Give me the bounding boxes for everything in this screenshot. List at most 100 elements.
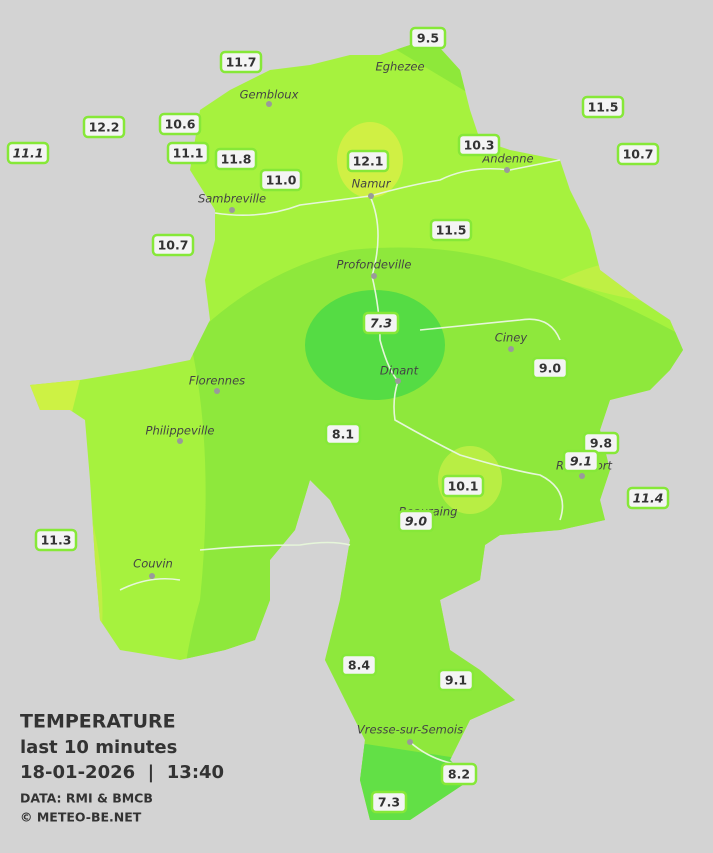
town-label: Gembloux [240,88,299,102]
station-box [6,141,50,165]
station-value: 9.0 [405,514,427,529]
station-box [441,474,485,498]
station-value: 10.3 [464,138,495,153]
station-box [457,133,501,157]
town-label: Vresse-sur-Semois [357,723,463,737]
town-dot [177,438,183,444]
station: 12.1 [346,149,390,173]
station-box [340,653,378,677]
station: 10.7 [616,142,660,166]
station-value: 9.8 [590,436,612,451]
town-label: Philippeville [146,424,215,438]
station-value: 7.3 [378,795,400,810]
legend-source: DATA: RMI & BMCB [20,791,153,806]
station: 11.5 [429,218,473,242]
stations: 9.5 11.7 11.5 12.2 10.6 10.3 11.1 11.1 11.8 12.1 1… [6,26,670,814]
town-dot [368,193,374,199]
town-dot [407,739,413,745]
station-value: 7.3 [370,316,392,331]
station-box [397,509,435,533]
station: 8.1 [324,422,362,446]
legend-title: TEMPERATURE [20,711,176,733]
station: 12.2 [82,115,126,139]
station-value: 10.1 [448,479,479,494]
station: 11.8 [214,147,258,171]
station-box [616,142,660,166]
station: 9.1 [437,668,475,692]
station-box [562,449,600,473]
station: 11.5 [581,95,625,119]
station-value: 11.5 [588,100,619,115]
station-box [324,422,362,446]
town-dot [149,573,155,579]
legend-credit: © METEO-BE.NET [20,810,142,825]
station-box [531,356,569,380]
town-label: Florennes [189,374,245,388]
town-dot [371,273,377,279]
station: 10.7 [151,233,195,257]
station: 11.1 [166,141,210,165]
station-box [82,115,126,139]
station-box [214,147,258,171]
station-value: 8.4 [348,658,370,673]
legend: TEMPERATURE last 10 minutes 18-01-2026 |… [20,711,224,825]
station-box [346,149,390,173]
station: 9.1 [562,449,600,473]
station-box [166,141,210,165]
station-box [626,486,670,510]
station-value: 10.7 [158,238,189,253]
town-dot [266,101,272,107]
station: 11.1 [6,141,50,165]
station-value: 11.7 [226,55,257,70]
station: 9.0 [397,509,435,533]
town-label: Dinant [380,364,419,378]
station: 11.7 [219,50,263,74]
station-value: 8.1 [332,427,354,442]
station: 8.4 [340,653,378,677]
station: 9.5 [409,26,447,50]
legend-subtitle: last 10 minutes [20,737,177,758]
station-value: 11.0 [266,173,297,188]
station-value: 11.8 [221,152,252,167]
station-value: 12.2 [89,120,120,135]
station-value: 11.1 [173,146,204,161]
station: 9.8 [582,431,620,455]
station: 10.6 [158,112,202,136]
town-label: Namur [352,177,392,191]
station: 11.3 [34,528,78,552]
station-value: 9.5 [417,31,439,46]
station-box [219,50,263,74]
station-value: 12.1 [353,154,384,169]
station: 9.0 [531,356,569,380]
station-value: 10.6 [165,117,196,132]
station: 10.1 [441,474,485,498]
town-label: Profondeville [337,258,412,272]
town-dot [395,378,401,384]
station-box [581,95,625,119]
station-value: 11.3 [41,533,72,548]
station-box [151,233,195,257]
station: 7.3 [370,790,408,814]
station-box [409,26,447,50]
station-value: 10.7 [623,147,654,162]
town-dot [508,346,514,352]
station: 7.3 [362,311,400,335]
legend-datetime: 18-01-2026 | 13:40 [20,762,224,783]
town-dot [229,207,235,213]
town-dot [504,167,510,173]
station-value: 11.1 [13,146,44,161]
town-label: Sambreville [198,192,266,206]
station-value: 9.0 [539,361,561,376]
station: 10.3 [457,133,501,157]
station-value: 9.1 [570,454,592,469]
town-dot [214,388,220,394]
town-label: Ciney [495,331,528,345]
station-box [440,762,478,786]
town-dot [579,473,585,479]
station-value: 8.2 [448,767,470,782]
station-value: 9.1 [445,673,467,688]
station-box [158,112,202,136]
town-label: Eghezee [375,60,424,74]
station-box [582,431,620,455]
